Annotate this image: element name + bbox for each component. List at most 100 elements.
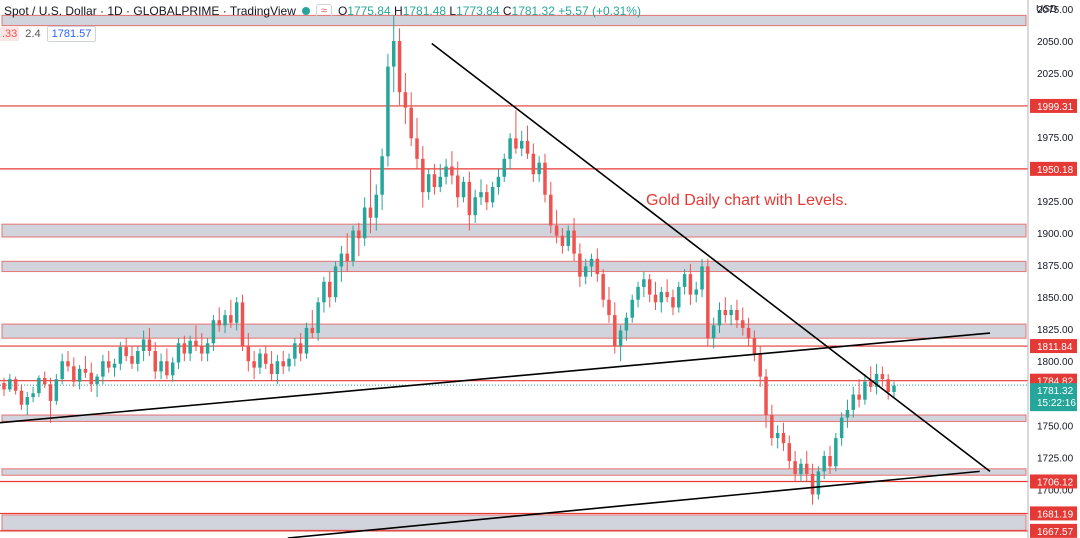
- candle-body: [37, 377, 41, 394]
- candle-body: [333, 266, 338, 298]
- candle-body: [298, 343, 303, 354]
- candle-body: [514, 138, 518, 149]
- candle-body: [583, 266, 588, 277]
- candle-body: [799, 463, 803, 474]
- candle-body: [83, 368, 88, 373]
- y-tick-label: 1700.00: [1037, 485, 1074, 496]
- candle-body: [467, 181, 472, 216]
- candle-body: [770, 415, 774, 439]
- axis-background: [1028, 0, 1080, 538]
- open-label: O: [337, 4, 348, 18]
- candle-body: [205, 343, 210, 354]
- candle-body: [549, 194, 553, 226]
- candle-body: [293, 343, 297, 359]
- candle-body: [450, 166, 454, 176]
- candle-body: [752, 338, 757, 354]
- candle-body: [112, 363, 117, 368]
- high-value: 1781.48: [402, 4, 447, 18]
- level-price-label: 1999.31: [1037, 102, 1074, 113]
- candle-body: [711, 325, 716, 339]
- candle-body: [531, 153, 536, 175]
- candle-body: [176, 343, 181, 363]
- candle-body: [665, 292, 669, 298]
- candle-body: [607, 299, 611, 316]
- candle-body: [787, 443, 792, 462]
- price-axis[interactable]: USD1700.001725.001750.001775.001800.0018…: [1027, 0, 1080, 538]
- candle-body: [368, 207, 373, 218]
- candle-body: [851, 394, 856, 410]
- low-label: L: [449, 4, 457, 18]
- candle-body: [304, 327, 309, 354]
- close-value: 1781.32: [511, 4, 555, 18]
- candle-body: [810, 473, 815, 495]
- candle-body: [421, 158, 425, 193]
- candle-body: [636, 286, 640, 300]
- candle-body: [519, 140, 524, 149]
- candle-body: [496, 176, 501, 188]
- wave-icon[interactable]: ≈: [315, 4, 332, 18]
- candle-body: [246, 345, 251, 362]
- candle-body: [374, 194, 379, 218]
- candle-body: [170, 362, 175, 376]
- candle-body: [560, 235, 565, 246]
- candle-body: [682, 274, 687, 287]
- candle-body: [188, 340, 192, 354]
- candle-body: [444, 166, 448, 177]
- candle-body: [229, 315, 233, 323]
- indicator-price-box[interactable]: 1781.57: [46, 26, 97, 42]
- candle-body: [182, 343, 187, 354]
- zone-band: [1, 14, 1027, 27]
- level-price-label: 1706.12: [1037, 477, 1074, 488]
- change-value: +5.57 (+0.31%): [558, 4, 641, 18]
- y-tick-label: 1850.00: [1037, 293, 1074, 304]
- candle-body: [54, 379, 59, 401]
- candle-body: [48, 384, 53, 401]
- candle-body: [525, 140, 530, 154]
- candle-body: [694, 289, 698, 295]
- candle-body: [72, 366, 76, 382]
- candle-body: [258, 353, 262, 368]
- candle-body: [490, 187, 495, 203]
- y-tick-label: 2050.00: [1037, 37, 1074, 48]
- candle-body: [409, 107, 413, 139]
- candle-body: [729, 309, 733, 316]
- candle-body: [700, 266, 704, 290]
- level-price-label: 1784.82: [1037, 377, 1074, 388]
- candle-body: [269, 363, 274, 375]
- candle-body: [8, 379, 12, 390]
- symbol-title[interactable]: Spot / U.S. Dollar · 1D · GLOBALPRIME · …: [4, 4, 296, 18]
- candle-body: [589, 258, 594, 267]
- candle-body: [601, 274, 605, 300]
- candle-body: [328, 281, 332, 298]
- candle-body: [845, 409, 850, 418]
- zone-band: [1, 323, 1027, 339]
- candle-body: [130, 356, 134, 364]
- y-tick-label: 1875.00: [1037, 261, 1074, 272]
- candle-body: [857, 394, 861, 400]
- level-price-tag: [1030, 474, 1077, 489]
- candle-body: [339, 253, 344, 267]
- candle-body: [595, 258, 600, 275]
- candle-body: [240, 302, 245, 346]
- candle-body: [706, 266, 710, 339]
- candle-body: [153, 350, 157, 372]
- candle-body: [717, 309, 722, 326]
- indicator-left-value: .33: [0, 27, 20, 41]
- zone-band: [1, 260, 1027, 273]
- candle-body: [618, 330, 623, 346]
- candle-body: [566, 230, 570, 246]
- candle-body: [671, 297, 675, 308]
- rising-upper-trendline: [0, 332, 991, 424]
- candle-body: [380, 156, 384, 195]
- candle-body: [647, 279, 652, 295]
- indicator-mid-value: 2.4: [25, 28, 41, 40]
- candle-body: [13, 379, 18, 391]
- candle-body: [554, 225, 559, 236]
- candle-body: [816, 471, 821, 495]
- candle-body: [578, 253, 582, 277]
- candle-body: [386, 66, 390, 157]
- candle-body: [147, 339, 152, 351]
- candle-body: [834, 438, 838, 467]
- support-resistance-zones: [1, 14, 1027, 531]
